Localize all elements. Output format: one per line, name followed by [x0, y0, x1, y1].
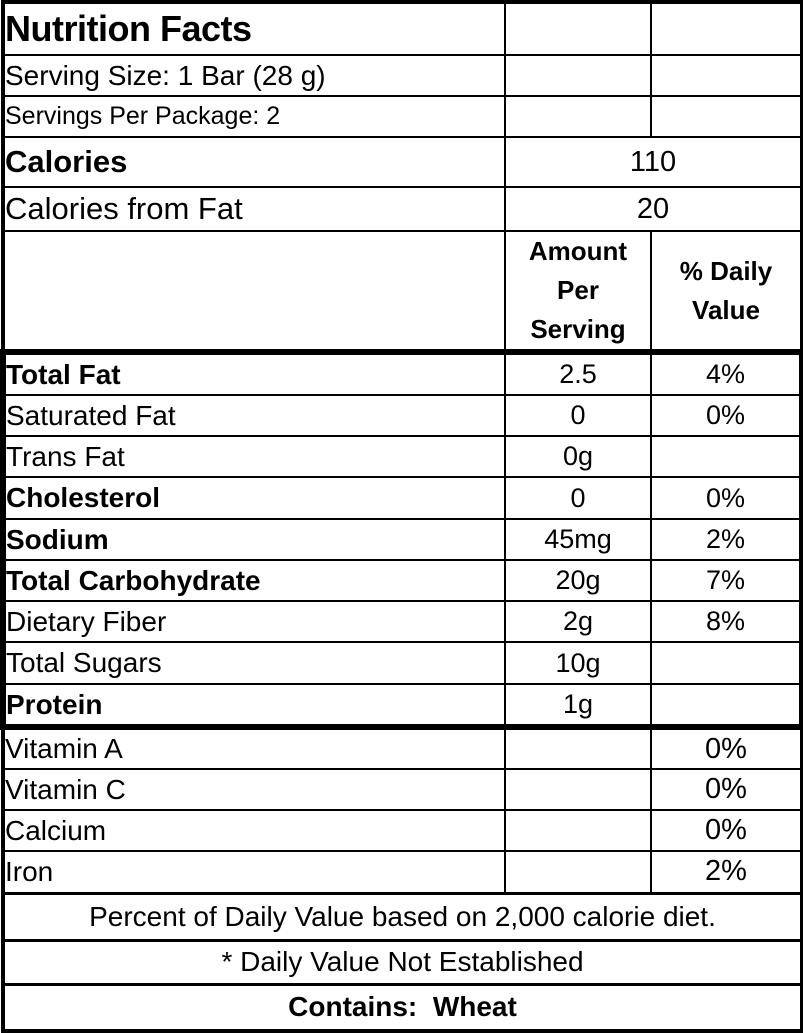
- nutrient-name: Cholesterol: [0, 476, 506, 520]
- nutrient-row-total-sugars: Total Sugars 10g: [0, 641, 803, 685]
- empty-cell: [650, 54, 803, 97]
- nutrient-name: Protein: [0, 683, 506, 728]
- empty-cell: [504, 95, 652, 138]
- nutrient-amount: 10g: [504, 641, 652, 685]
- micronutrient-row-vitamin-c: Vitamin C 0%: [2, 768, 803, 811]
- nutrient-amount: 1g: [504, 683, 652, 728]
- micronutrient-row-calcium: Calcium 0%: [2, 809, 803, 852]
- empty-cell: [504, 850, 652, 894]
- label-title: Nutrition Facts: [2, 1, 506, 56]
- empty-cell: [650, 95, 803, 138]
- nutrient-amount: 2g: [504, 600, 652, 643]
- nutrient-row-trans-fat: Trans Fat 0g: [0, 435, 803, 478]
- nutrient-row-saturated-fat: Saturated Fat 0 0%: [0, 394, 803, 437]
- nutrient-daily-value: 2%: [650, 518, 803, 561]
- calories-from-fat-row: Calories from Fat 20: [2, 186, 803, 232]
- footnote-not-established: * Daily Value Not Established: [2, 938, 803, 985]
- nutrient-name: Dietary Fiber: [0, 600, 506, 643]
- servings-per-package-row: Servings Per Package: 2: [2, 95, 803, 138]
- calories-from-fat-label: Calories from Fat: [2, 186, 506, 232]
- nutrient-amount: 45mg: [504, 518, 652, 561]
- micronutrient-daily-value: 0%: [650, 809, 803, 852]
- servings-per-package: Servings Per Package: 2: [2, 95, 506, 138]
- micronutrient-row-iron: Iron 2%: [2, 850, 803, 894]
- nutrient-amount: 0: [504, 476, 652, 520]
- nutrient-row-cholesterol: Cholesterol 0 0%: [0, 476, 803, 520]
- nutrient-name: Total Fat: [0, 349, 506, 396]
- nutrient-name: Trans Fat: [0, 435, 506, 478]
- footnote-row-not-established: * Daily Value Not Established: [2, 938, 803, 985]
- nutrient-daily-value: 0%: [650, 394, 803, 437]
- empty-cell: [504, 768, 652, 811]
- nutrient-row-sodium: Sodium 45mg 2%: [0, 518, 803, 561]
- micronutrient-name: Calcium: [2, 809, 506, 852]
- micronutrient-daily-value: 0%: [650, 724, 803, 770]
- serving-size: Serving Size: 1 Bar (28 g): [2, 54, 506, 97]
- nutrient-daily-value: 0%: [650, 476, 803, 520]
- micronutrient-name: Vitamin C: [2, 768, 506, 811]
- micronutrient-daily-value: 2%: [650, 850, 803, 894]
- nutrient-daily-value: 7%: [650, 559, 803, 602]
- empty-cell: [504, 809, 652, 852]
- serving-size-row: Serving Size: 1 Bar (28 g): [2, 54, 803, 97]
- footnote-row-percent-daily-value: Percent of Daily Value based on 2,000 ca…: [2, 891, 803, 941]
- amount-per-serving-header: Amount Per Serving: [504, 230, 652, 353]
- nutrient-amount: 0: [504, 394, 652, 437]
- nutrient-row-total-fat: Total Fat 2.5 4%: [0, 349, 803, 396]
- calories-label: Calories: [2, 136, 506, 188]
- micronutrient-name: Vitamin A: [2, 724, 506, 770]
- nutrient-daily-value: 8%: [650, 600, 803, 643]
- calories-row: Calories 110: [2, 136, 803, 188]
- nutrient-name: Total Carbohydrate: [0, 559, 506, 602]
- nutrient-amount: 2.5: [504, 349, 652, 396]
- micronutrient-daily-value: 0%: [650, 768, 803, 811]
- empty-cell: [2, 230, 506, 353]
- nutrient-name: Sodium: [0, 518, 506, 561]
- empty-cell: [650, 1, 803, 56]
- nutrient-daily-value: [650, 641, 803, 685]
- empty-cell: [504, 724, 652, 770]
- nutrient-name: Saturated Fat: [0, 394, 506, 437]
- nutrient-daily-value: 4%: [650, 349, 803, 396]
- nutrient-daily-value: [650, 683, 803, 728]
- empty-cell: [504, 54, 652, 97]
- nutrient-row-protein: Protein 1g: [0, 683, 803, 728]
- nutrient-daily-value: [650, 435, 803, 478]
- calories-value: 110: [504, 136, 803, 188]
- percent-daily-value-header: % Daily Value: [650, 230, 803, 353]
- micronutrient-name: Iron: [2, 850, 506, 894]
- micronutrient-row-vitamin-a: Vitamin A 0%: [2, 724, 803, 770]
- nutrient-name: Total Sugars: [0, 641, 506, 685]
- nutrient-row-total-carbohydrate: Total Carbohydrate 20g 7%: [0, 559, 803, 602]
- empty-cell: [504, 1, 652, 56]
- footnote-percent-daily-value: Percent of Daily Value based on 2,000 ca…: [2, 891, 803, 941]
- column-header-row: Amount Per Serving % Daily Value: [2, 230, 803, 353]
- nutrient-row-dietary-fiber: Dietary Fiber 2g 8%: [0, 600, 803, 643]
- calories-from-fat-value: 20: [504, 186, 803, 232]
- nutrient-amount: 0g: [504, 435, 652, 478]
- nutrient-amount: 20g: [504, 559, 652, 602]
- title-row: Nutrition Facts: [2, 1, 803, 56]
